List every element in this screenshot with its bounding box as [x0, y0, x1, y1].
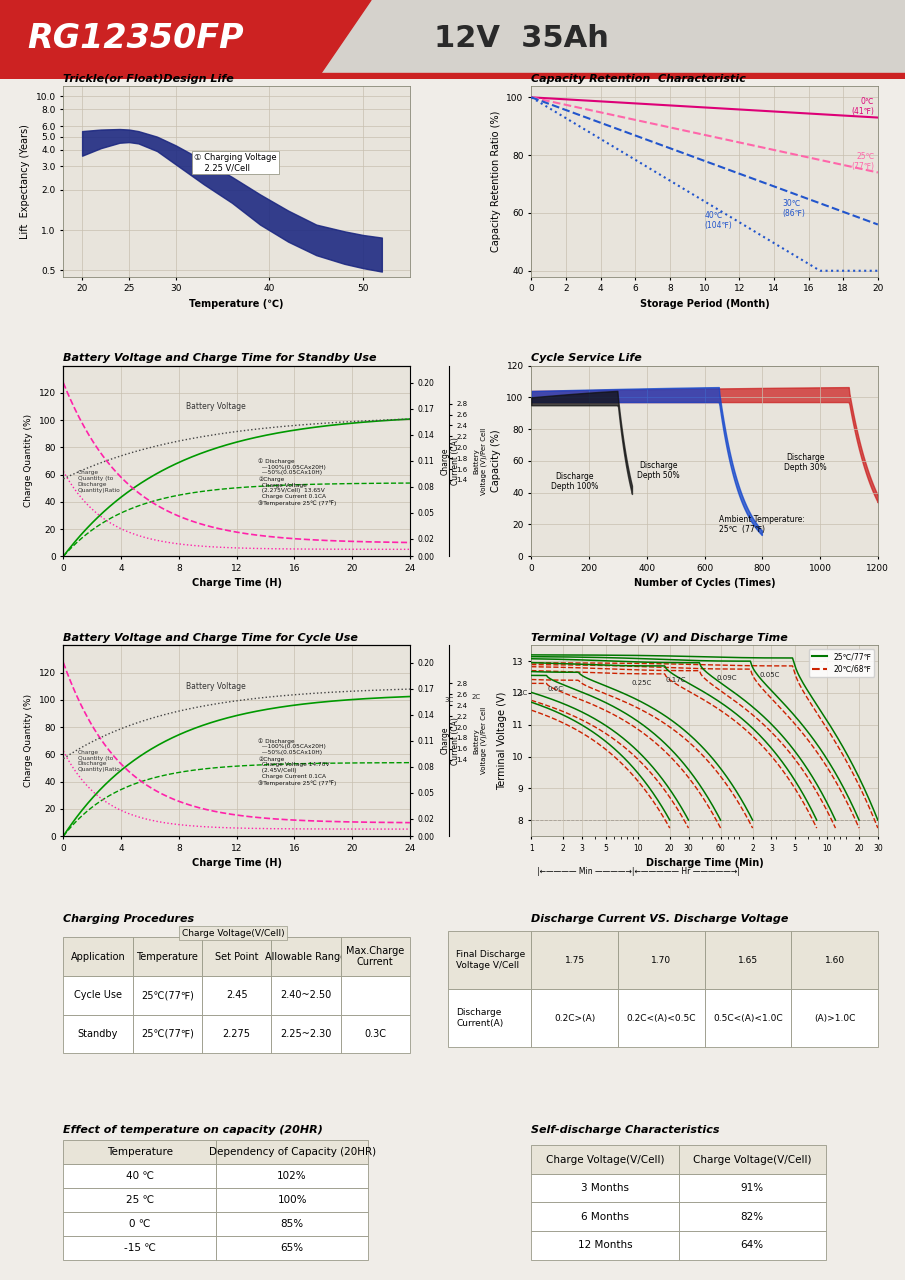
Text: RG12350FP: RG12350FP [27, 22, 243, 55]
Y-axis label: Capacity Retention Ratio (%): Capacity Retention Ratio (%) [491, 110, 500, 252]
Y-axis label: Charge
Current (CA): Charge Current (CA) [440, 436, 460, 485]
Text: 0.05C: 0.05C [759, 672, 780, 678]
Text: 0.6C: 0.6C [548, 686, 563, 692]
Polygon shape [0, 0, 371, 79]
Text: Battery Voltage and Charge Time for Cycle Use: Battery Voltage and Charge Time for Cycl… [63, 634, 358, 643]
Y-axis label: Terminal Voltage (V): Terminal Voltage (V) [497, 691, 507, 790]
Y-axis label: Charge Quantity (%): Charge Quantity (%) [24, 694, 33, 787]
Text: Effect of temperature on capacity (20HR): Effect of temperature on capacity (20HR) [63, 1125, 323, 1135]
Y-axis label: Charge Quantity (%): Charge Quantity (%) [24, 415, 33, 507]
Text: Battery Voltage: Battery Voltage [186, 682, 246, 691]
Y-axis label: Lift  Expectancy (Years): Lift Expectancy (Years) [20, 124, 30, 238]
Text: Charge
Quantity (to
Discharge
Quantity)Ratio: Charge Quantity (to Discharge Quantity)R… [78, 750, 120, 772]
Text: ① Discharge
  —100%(0.05CAx20H)
  —50%(0.05CAx10H)
②Charge
  Charge Voltage
  (2: ① Discharge —100%(0.05CAx20H) —50%(0.05C… [258, 458, 337, 506]
Text: Charge
Quantity (to
Discharge
Quantity)Ratio: Charge Quantity (to Discharge Quantity)R… [78, 470, 120, 493]
Text: Terminal Voltage (V) and Discharge Time: Terminal Voltage (V) and Discharge Time [531, 634, 788, 643]
Y-axis label: Charge
Current (CA): Charge Current (CA) [440, 717, 460, 764]
Text: 40℃
(104℉): 40℃ (104℉) [705, 211, 732, 230]
Text: Charging Procedures: Charging Procedures [63, 914, 195, 924]
Legend: 25℃/77℉, 20℃/68℉: 25℃/77℉, 20℃/68℉ [809, 649, 874, 677]
Text: 0℃
(41℉): 0℃ (41℉) [852, 97, 874, 116]
Text: 3C: 3C [444, 698, 453, 704]
X-axis label: Number of Cycles (Times): Number of Cycles (Times) [634, 579, 776, 589]
Y-axis label: Battery
Voltage (V)/Per Cell: Battery Voltage (V)/Per Cell [473, 707, 487, 774]
Y-axis label: Battery
Voltage (V)/Per Cell: Battery Voltage (V)/Per Cell [473, 428, 487, 494]
Text: Charge Voltage(V/Cell): Charge Voltage(V/Cell) [182, 929, 284, 938]
Text: 12V  35Ah: 12V 35Ah [434, 23, 609, 52]
Text: ① Charging Voltage
    2.25 V/Cell: ① Charging Voltage 2.25 V/Cell [195, 152, 277, 173]
Text: ① Discharge
  —100%(0.05CAx20H)
  —50%(0.05CAx10H)
②Charge
  Charge Voltage 14.7: ① Discharge —100%(0.05CAx20H) —50%(0.05C… [258, 739, 337, 786]
X-axis label: Charge Time (H): Charge Time (H) [192, 858, 281, 868]
Y-axis label: Capacity (%): Capacity (%) [491, 430, 500, 493]
Bar [0, 73, 905, 79]
Text: Battery Voltage: Battery Voltage [186, 402, 246, 411]
X-axis label: Storage Period (Month): Storage Period (Month) [640, 298, 769, 308]
Text: 0.09C: 0.09C [717, 676, 738, 681]
Text: 30℃
(86℉): 30℃ (86℉) [783, 198, 805, 218]
Text: 25℃
(77℉): 25℃ (77℉) [852, 151, 874, 172]
Text: |←———— Min ————→|←————— Hr —————→|: |←———— Min ————→|←————— Hr —————→| [538, 867, 740, 876]
Text: Discharge
Depth 50%: Discharge Depth 50% [637, 461, 680, 480]
Text: Battery Voltage and Charge Time for Standby Use: Battery Voltage and Charge Time for Stan… [63, 353, 376, 364]
Text: Trickle(or Float)Design Life: Trickle(or Float)Design Life [63, 73, 234, 83]
X-axis label: Discharge Time (Min): Discharge Time (Min) [645, 858, 764, 868]
Text: Self-discharge Characteristics: Self-discharge Characteristics [531, 1125, 719, 1135]
Text: Discharge
Depth 30%: Discharge Depth 30% [785, 453, 827, 472]
Text: 2C: 2C [471, 694, 481, 700]
Text: 0.17C: 0.17C [665, 677, 686, 682]
Text: Capacity Retention  Characteristic: Capacity Retention Characteristic [531, 73, 746, 83]
Text: 1C: 1C [519, 690, 528, 695]
Text: Cycle Service Life: Cycle Service Life [531, 353, 642, 364]
Text: Ambient Temperature:
25℃  (77℉): Ambient Temperature: 25℃ (77℉) [719, 515, 805, 535]
X-axis label: Charge Time (H): Charge Time (H) [192, 579, 281, 589]
Text: Discharge Current VS. Discharge Voltage: Discharge Current VS. Discharge Voltage [531, 914, 788, 924]
X-axis label: Temperature (℃): Temperature (℃) [189, 298, 284, 308]
Text: Discharge
Depth 100%: Discharge Depth 100% [551, 472, 598, 492]
Text: 0.25C: 0.25C [631, 680, 652, 686]
